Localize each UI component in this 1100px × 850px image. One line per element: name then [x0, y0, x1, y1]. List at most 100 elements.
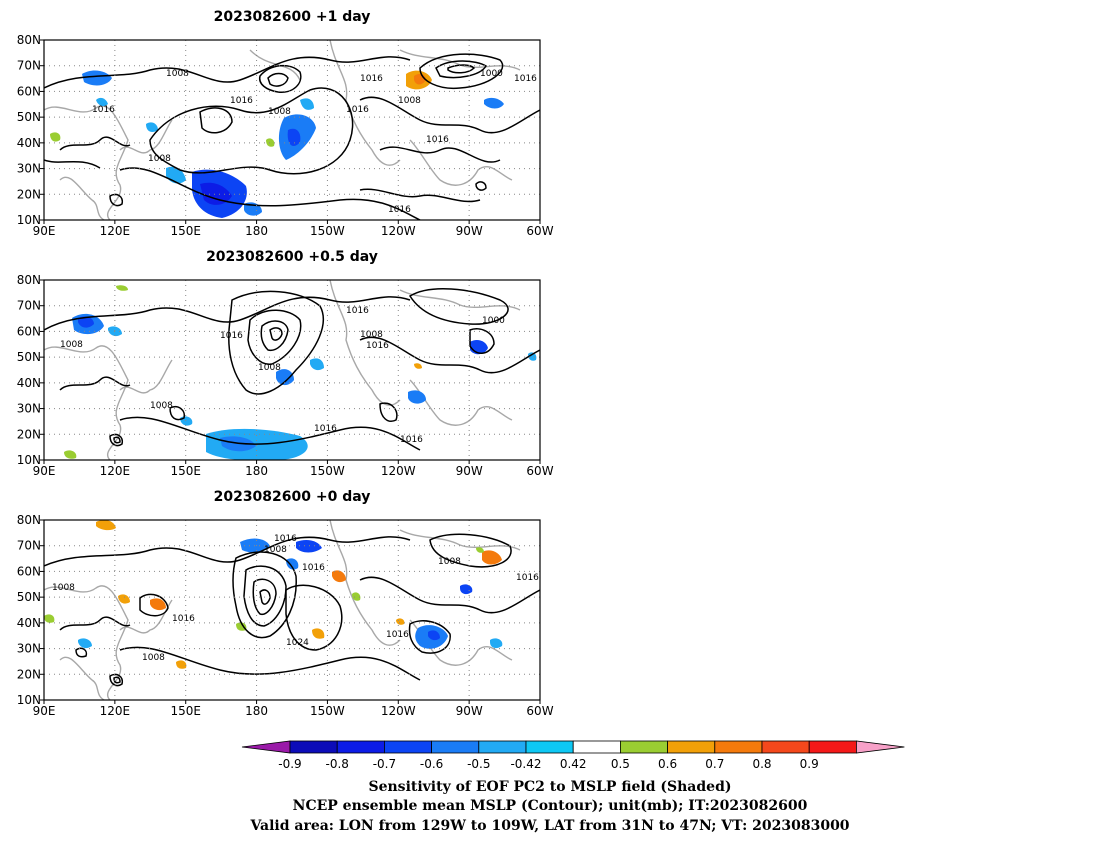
footer-line-3: Valid area: LON from 129W to 109W, LAT f…	[249, 818, 849, 834]
colorbar-label: 0.5	[611, 757, 630, 771]
contour-label: 1016	[314, 424, 337, 434]
x-tick-label: 90W	[456, 704, 483, 718]
contour-label: 1008	[264, 545, 287, 555]
colorbar-label: 0.7	[705, 757, 724, 771]
mslp-contours	[44, 533, 540, 687]
contour-label: 1008	[60, 340, 83, 350]
y-tick-label: 50N	[17, 590, 41, 604]
y-tick-label: 70N	[17, 59, 41, 73]
x-tick-label: 150W	[310, 224, 345, 238]
x-tick-label: 120W	[381, 224, 416, 238]
x-tick-label: 150W	[310, 464, 345, 478]
x-tick-label: 150W	[310, 704, 345, 718]
colorbar-swatch	[289, 740, 338, 754]
contour-label: 1016	[346, 105, 369, 115]
contour-label: 1008	[52, 583, 75, 593]
panel-title: 2023082600 +0.5 day	[206, 249, 378, 265]
x-tick-label: 180	[245, 464, 268, 478]
y-tick-label: 60N	[17, 324, 41, 338]
contour-label: 1016	[386, 630, 409, 640]
x-tick-label: 150E	[170, 464, 201, 478]
contour-label: 1008	[258, 363, 281, 373]
y-tick-label: 20N	[17, 427, 41, 441]
y-tick-label: 70N	[17, 299, 41, 313]
x-tick-label: 150E	[170, 224, 201, 238]
contour-label: 1016	[302, 563, 325, 573]
y-tick-label: 10N	[17, 453, 41, 467]
footer-line-1: Sensitivity of EOF PC2 to MSLP field (Sh…	[368, 779, 731, 795]
y-tick-label: 60N	[17, 564, 41, 578]
x-tick-label: 150E	[170, 704, 201, 718]
y-tick-label: 20N	[17, 187, 41, 201]
contour-label: 1008	[268, 107, 291, 117]
x-tick-label: 90E	[33, 224, 56, 238]
contour-label: 1008	[150, 401, 173, 411]
contour-label: 1016	[274, 534, 297, 544]
x-tick-label: 120E	[100, 704, 131, 718]
x-tick-label: 120W	[381, 464, 416, 478]
colorbar-swatch	[620, 740, 669, 754]
colorbar-swatch	[431, 740, 480, 754]
colorbar-swatch	[383, 740, 432, 754]
contour-label: 1008	[360, 330, 383, 340]
x-tick-label: 180	[245, 224, 268, 238]
map-frame	[43, 39, 541, 221]
colorbar-left-arrow	[241, 740, 291, 754]
x-tick-label: 90W	[456, 224, 483, 238]
contour-label: 1016	[400, 435, 423, 445]
contour-label: 1016	[92, 105, 115, 115]
contour-label: 1000	[480, 69, 503, 79]
contour-label: 1008	[142, 653, 165, 663]
contour-labels: 1016 1000 1008 1016 1016 1008 1008 1008 …	[60, 306, 505, 445]
sensitivity-shading	[44, 520, 503, 669]
contour-labels: 1008 1016 1016 1016 1000 1016 1008 1008 …	[92, 69, 537, 215]
colorbar-swatch	[572, 740, 621, 754]
y-tick-label: 20N	[17, 667, 41, 681]
axes: 90E 120E 150E 180 150W 120W 90W 60W 10N 20N 30N 40N…	[17, 513, 554, 718]
colorbar-label: -0.7	[373, 757, 396, 771]
x-tick-label: 120E	[100, 464, 131, 478]
x-tick-label: 90E	[33, 704, 56, 718]
contour-label: 1016	[388, 205, 411, 215]
x-tick-label: 120W	[381, 704, 416, 718]
x-tick-label: 60W	[526, 704, 553, 718]
y-tick-label: 80N	[17, 33, 41, 47]
colorbar-swatch	[525, 740, 574, 754]
x-tick-label: 90E	[33, 464, 56, 478]
y-tick-label: 30N	[17, 642, 41, 656]
x-tick-label: 60W	[526, 464, 553, 478]
contour-label: 1016	[426, 135, 449, 145]
colorbar-label: -0.9	[278, 757, 301, 771]
contour-label: 1016	[360, 74, 383, 84]
y-tick-label: 70N	[17, 539, 41, 553]
colorbar-label: -0.8	[325, 757, 348, 771]
contour-label: 1008	[398, 96, 421, 106]
x-tick-label: 180	[245, 704, 268, 718]
y-tick-label: 50N	[17, 350, 41, 364]
axes: 90E 120E 150E 180 150W 120W 90W 60W 10N 20N 30N 40N…	[17, 273, 554, 478]
map-frame	[43, 519, 541, 701]
colorbar: -0.9 -0.8 -0.7 -0.6 -0.5 -0.42 0.42 0.5 0.6 0.7 0.…	[241, 740, 905, 771]
map-frame	[43, 279, 541, 461]
colorbar-right-arrow	[856, 740, 905, 754]
colorbar-swatch	[714, 740, 763, 754]
x-tick-label: 90W	[456, 464, 483, 478]
contour-labels: 1016 1008 1016 1008 1016 1008 1016 1024 …	[52, 534, 539, 663]
contour-label: 1016	[230, 96, 253, 106]
contour-label: 1016	[514, 74, 537, 84]
y-tick-label: 30N	[17, 162, 41, 176]
panel-plus-1-day: 2023082600 +1 day	[17, 9, 554, 238]
colorbar-label: 0.8	[752, 757, 771, 771]
colorbar-swatch	[761, 740, 810, 754]
colorbar-label: 0.6	[658, 757, 677, 771]
colorbar-label: 0.9	[800, 757, 819, 771]
contour-label: 1008	[148, 154, 171, 164]
axes: 90E 120E 150E 180 150W 120W 90W 60W 10N 20N 30N 40N…	[17, 33, 554, 238]
footer-line-2: NCEP ensemble mean MSLP (Contour); unit(…	[293, 798, 808, 814]
contour-label: 1016	[346, 306, 369, 316]
colorbar-swatch	[336, 740, 385, 754]
x-tick-label: 120E	[100, 224, 131, 238]
contour-label: 1016	[172, 614, 195, 624]
panel-plus-0-5-day: 2023082600 +0.5 day	[17, 249, 554, 478]
map-background	[44, 280, 540, 460]
